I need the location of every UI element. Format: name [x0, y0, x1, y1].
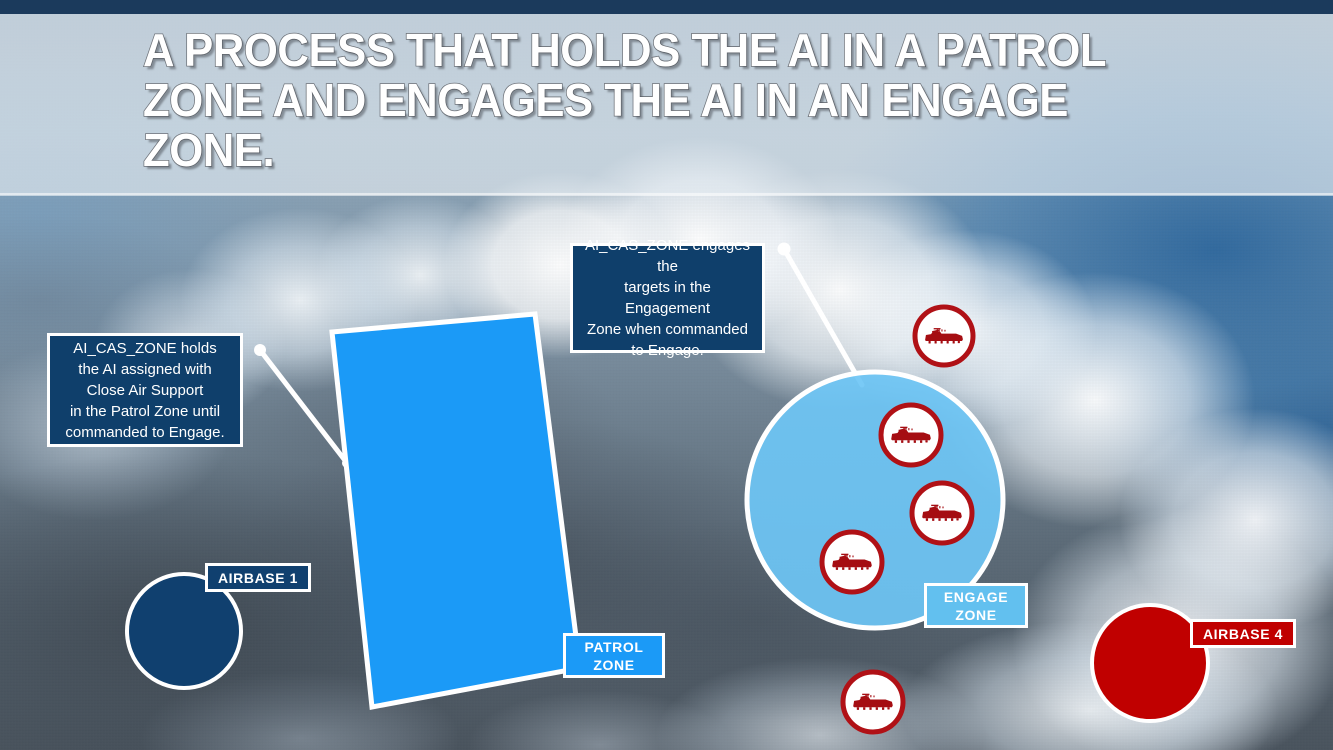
airbase-1-marker[interactable]	[125, 572, 243, 690]
enemy-armor-target[interactable]	[840, 669, 906, 735]
callout-hold-leader-line	[257, 347, 350, 466]
patrol-zone-area[interactable]	[329, 311, 583, 710]
label-patrol-zone[interactable]: PATROL ZONE	[563, 633, 665, 678]
enemy-armor-target[interactable]	[819, 529, 885, 595]
page-title: A PROCESS THAT HOLDS THE AI IN A PATROL …	[142, 24, 1117, 176]
connector-lines	[254, 242, 865, 468]
airbase-4-marker[interactable]	[1090, 603, 1210, 723]
enemy-armor-target[interactable]	[909, 480, 975, 546]
callout-engage[interactable]: AI_CAS_ZONE engages the targets in the E…	[570, 237, 765, 359]
callout-engage-leader-dot-start	[777, 242, 791, 256]
top-accent-bar	[0, 0, 1333, 14]
callout-engage-leader-line	[781, 246, 865, 388]
label-airbase-1[interactable]: AIRBASE 1	[205, 563, 311, 592]
label-engage-zone[interactable]: ENGAGE ZONE	[924, 583, 1028, 628]
label-airbase-4[interactable]: AIRBASE 4	[1190, 619, 1296, 648]
title-band	[0, 14, 1333, 195]
title-band-edge	[0, 193, 1333, 196]
enemy-armor-target[interactable]	[878, 402, 944, 468]
callout-hold-leader-dot-start	[254, 344, 266, 356]
callout-hold[interactable]: AI_CAS_ZONE holds the AI assigned with C…	[47, 333, 243, 447]
enemy-armor-target[interactable]	[912, 304, 976, 368]
enemy-target-group	[819, 304, 976, 735]
